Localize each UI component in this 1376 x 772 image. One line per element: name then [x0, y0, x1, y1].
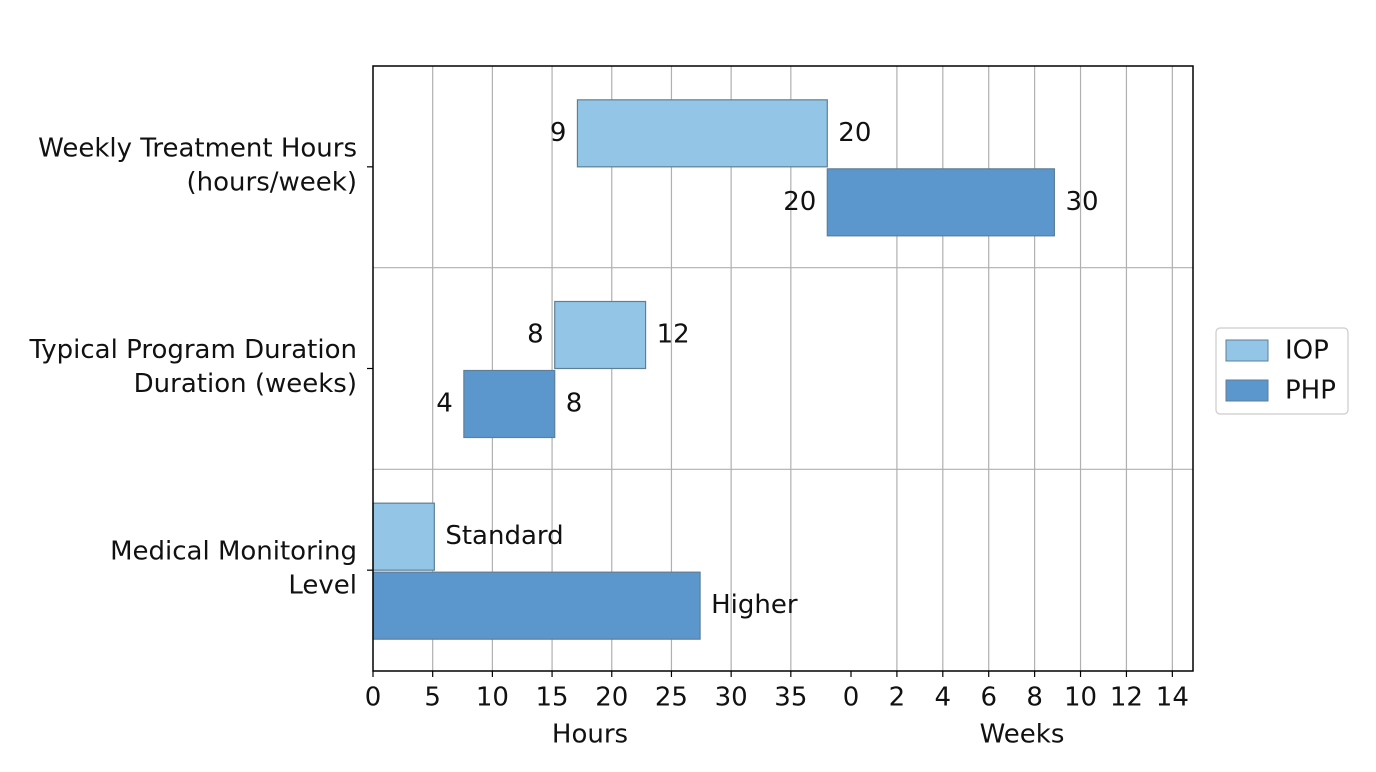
bar [576, 99, 828, 168]
y-tick-label: Weekly Treatment Hours [38, 133, 357, 163]
x-tick-label: 0 [365, 683, 382, 713]
x-tick-label: 14 [1156, 683, 1189, 713]
x-tick-label: 35 [774, 683, 807, 713]
y-tick-label: Duration (weeks) [134, 369, 357, 399]
x-tick-label: 10 [476, 683, 509, 713]
x-tick-label: 8 [1026, 683, 1043, 713]
value-label: Higher [711, 590, 798, 620]
value-label: 20 [838, 118, 871, 148]
y-tick-label: (hours/week) [187, 167, 357, 197]
y-tick-label: Level [288, 571, 357, 601]
value-label: 20 [783, 187, 816, 217]
legend-label: PHP [1285, 376, 1336, 406]
x-tick-label: 4 [935, 683, 952, 713]
value-label: 30 [1065, 187, 1098, 217]
legend-swatch [1225, 379, 1269, 402]
value-label: 8 [566, 389, 583, 419]
x-tick-label: 2 [889, 683, 906, 713]
value-label: 4 [436, 389, 453, 419]
y-tick-label: Medical Monitoring [110, 537, 357, 567]
x-tick-label: 6 [980, 683, 997, 713]
value-label: 9 [550, 118, 567, 148]
legend-swatch [1225, 339, 1269, 362]
bar [826, 168, 1056, 237]
x-tick-label: 30 [715, 683, 748, 713]
x-tick-label: 25 [655, 683, 688, 713]
value-label: 12 [657, 320, 690, 350]
x-axis-label: Hours [552, 720, 628, 750]
bar [372, 502, 435, 571]
x-tick-label: 0 [843, 683, 860, 713]
value-label: 8 [527, 320, 544, 350]
value-label: Standard [445, 521, 563, 551]
plot-frame [372, 65, 1194, 672]
y-tick-label: Typical Program Duration [28, 335, 357, 365]
x-tick-label: 20 [595, 683, 628, 713]
x-tick-label: 12 [1110, 683, 1143, 713]
bar [554, 300, 647, 370]
x-tick-label: 10 [1064, 683, 1097, 713]
legend-label: IOP [1285, 336, 1329, 366]
x-tick-label: 5 [424, 683, 441, 713]
x-tick-label: 15 [536, 683, 569, 713]
x-axis-label: Weeks [980, 720, 1065, 750]
bar [372, 571, 701, 640]
bar [463, 369, 556, 439]
